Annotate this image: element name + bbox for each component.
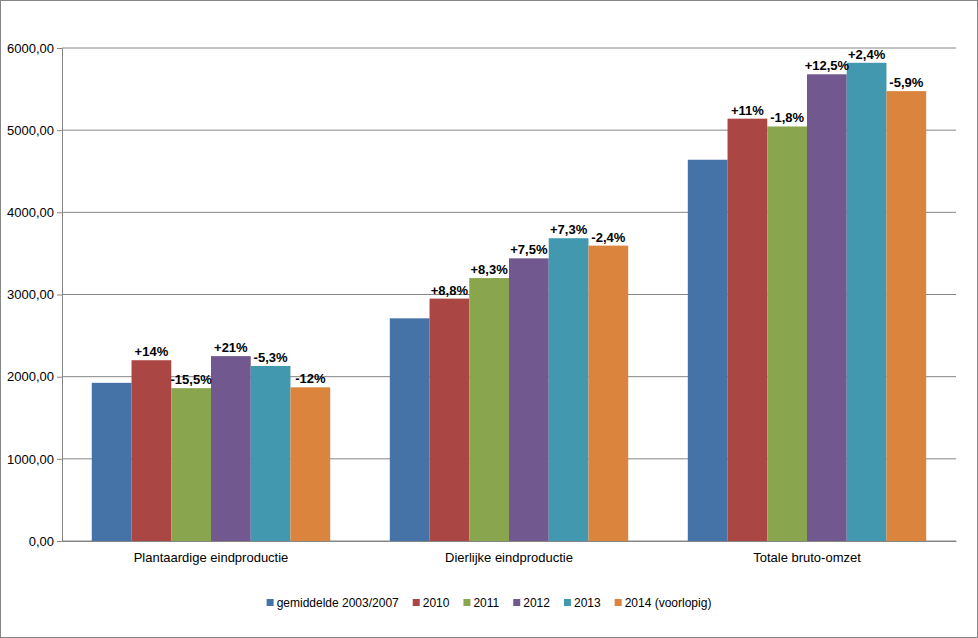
y-tick: 3000,00: [7, 287, 62, 302]
legend-label: 2010: [423, 596, 450, 610]
x-tick-label: Totale bruto-omzet: [753, 550, 861, 565]
y-tick-mark: [57, 459, 62, 460]
y-tick-mark: [57, 130, 62, 131]
legend-item: 2014 (voorlopig): [615, 596, 712, 610]
x-tick: Plantaardige eindproductie: [134, 541, 289, 565]
annotation: +8,8%: [431, 283, 469, 298]
y-tick-label: 6000,00: [7, 41, 54, 56]
y-tick: 1000,00: [7, 451, 62, 466]
bar: [171, 388, 211, 541]
plot: 0,00 1000,00 2000,00 3000,00 4000,00 5000,00 6…: [7, 41, 957, 566]
bar: [211, 356, 251, 541]
legend-label: 2011: [473, 596, 499, 610]
annotation: -15,5%: [171, 372, 213, 387]
bar-series: [290, 91, 926, 541]
x-axis: Plantaardige eindproductie Dierlijke eind…: [63, 541, 957, 565]
y-tick: 6000,00: [7, 41, 62, 56]
legend-label: 2013: [574, 596, 601, 610]
bar: [390, 318, 430, 541]
bars: [92, 63, 926, 541]
annotation: -1,8%: [770, 110, 804, 125]
annotation: -12%: [295, 371, 326, 386]
y-tick-mark: [57, 295, 62, 296]
annotation: +8,3%: [471, 262, 509, 277]
y-tick: 0,00: [29, 534, 62, 549]
chart-frame: [1, 1, 978, 638]
bar: [807, 74, 847, 541]
bar: [847, 63, 887, 541]
bar: [290, 387, 330, 541]
y-tick-label: 4000,00: [7, 205, 54, 220]
bar: [92, 383, 132, 541]
annotation: +14%: [135, 344, 169, 359]
x-tick: Dierlijke eindproductie: [445, 541, 573, 565]
x-tick-label: Plantaardige eindproductie: [134, 550, 289, 565]
annotation: +12,5%: [805, 58, 850, 73]
legend-label: gemiddelde 2003/2007: [277, 596, 399, 610]
annotation: +7,3%: [550, 222, 588, 237]
legend-item: 2012: [513, 596, 550, 610]
legend-swatch: [413, 599, 420, 606]
y-tick-mark: [57, 541, 62, 542]
bar: [132, 360, 172, 541]
legend-item: 2013: [564, 596, 601, 610]
bar: [767, 126, 807, 541]
legend-item: 2011: [463, 596, 499, 610]
bar: [251, 366, 291, 541]
y-tick-label: 0,00: [29, 534, 54, 549]
annotation: +2,4%: [848, 47, 886, 62]
bar-series: [211, 74, 847, 541]
y-tick-mark: [57, 377, 62, 378]
annotation: -2,4%: [591, 230, 625, 245]
annotation: -5,3%: [254, 350, 288, 365]
y-tick-label: 5000,00: [7, 123, 54, 138]
bar: [588, 246, 628, 541]
x-tick-label: Dierlijke eindproductie: [445, 550, 573, 565]
legend: gemiddelde 2003/2007 2010 2011 2012 2013 2014…: [267, 596, 712, 610]
bar: [430, 299, 470, 541]
bar: [509, 258, 549, 541]
y-tick: 2000,00: [7, 369, 62, 384]
legend-item: 2010: [413, 596, 450, 610]
bar: [549, 238, 589, 541]
legend-swatch: [267, 599, 274, 606]
y-tick-mark: [57, 48, 62, 49]
grid: [62, 48, 956, 541]
legend-label: 2014 (voorlopig): [625, 596, 712, 610]
y-axis: 0,00 1000,00 2000,00 3000,00 4000,00 5000,00 6…: [7, 41, 63, 549]
bar: [728, 119, 768, 541]
bar-series: [92, 160, 728, 541]
bar: [886, 91, 926, 541]
annotation: +11%: [731, 103, 764, 118]
y-tick-mark: [57, 212, 62, 213]
annotation: +21%: [214, 340, 248, 355]
y-axis-line: [57, 49, 63, 542]
y-tick-label: 1000,00: [7, 451, 54, 466]
bar-series: [132, 119, 768, 541]
annotation: +7,5%: [510, 242, 548, 257]
bar: [688, 160, 728, 541]
legend-swatch: [564, 599, 571, 606]
y-tick: 5000,00: [7, 123, 62, 138]
y-tick-label: 3000,00: [7, 287, 54, 302]
annotations: +14% +8,8% +11% -15,5% +8,3% -1,8% +21% +7,5% +1…: [135, 47, 924, 387]
bar: [469, 278, 509, 541]
annotation: -5,9%: [889, 75, 923, 90]
legend-item: gemiddelde 2003/2007: [267, 596, 399, 610]
chart: 0,00 1000,00 2000,00 3000,00 4000,00 5000,00 6…: [0, 0, 978, 638]
grid-line: [62, 48, 956, 49]
y-tick-label: 2000,00: [7, 369, 54, 384]
x-axis-line: [63, 541, 957, 542]
legend-label: 2012: [523, 596, 550, 610]
y-tick: 4000,00: [7, 205, 62, 220]
legend-swatch: [463, 599, 470, 606]
legend-swatch: [615, 599, 622, 606]
x-tick: Totale bruto-omzet: [753, 541, 861, 565]
bar-series: [171, 126, 807, 541]
bar-series: [251, 63, 887, 541]
legend-swatch: [513, 599, 520, 606]
